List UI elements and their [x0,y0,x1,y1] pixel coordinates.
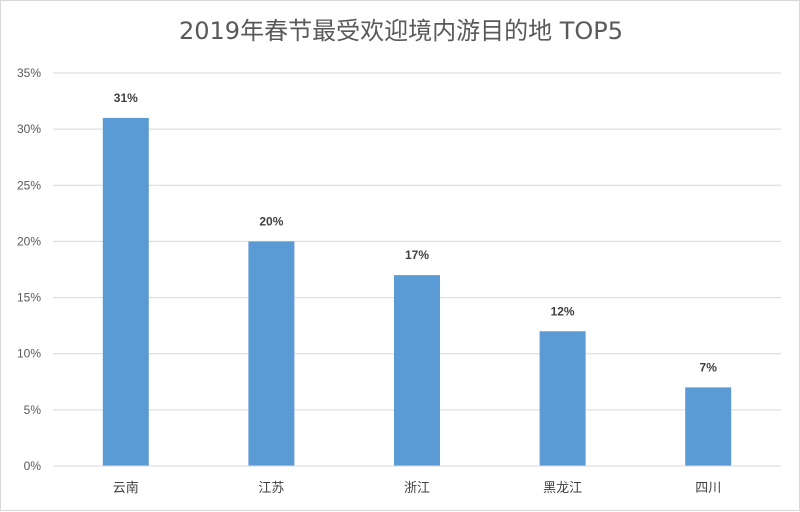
y-tick-label: 15% [17,291,41,305]
bar-3 [394,275,440,466]
data-label: 12% [551,304,575,318]
data-label: 31% [114,91,138,105]
y-tick-label: 0% [24,459,42,473]
y-tick-label: 30% [17,122,41,136]
bar-1 [102,117,149,467]
x-axis-categories: 云南 江苏 浙江 黑龙江 四川 [113,480,721,496]
y-tick-label: 35% [17,66,41,80]
chart-title: 2019年春节最受欢迎境内游目的地 TOP5 [179,17,623,45]
category-label: 黑龙江 [543,481,582,496]
data-label: 17% [405,248,429,262]
y-tick-label: 10% [17,347,41,361]
y-tick-label: 25% [17,178,41,192]
data-labels: 31% 20% 17% 12% 7% [114,91,717,374]
category-label: 云南 [113,480,139,496]
bars [102,117,732,467]
bar-2 [248,241,295,466]
y-tick-label: 20% [17,234,41,248]
bar-4 [539,331,586,466]
y-tick-label: 5% [24,403,42,417]
category-label: 浙江 [404,481,430,496]
y-axis-ticks: 0% 5% 10% 15% 20% 25% 30% 35% [17,66,41,473]
bar-5 [685,387,732,466]
category-label: 四川 [695,481,721,496]
category-label: 江苏 [258,480,284,496]
data-label: 7% [700,360,718,374]
data-label: 20% [259,214,283,228]
